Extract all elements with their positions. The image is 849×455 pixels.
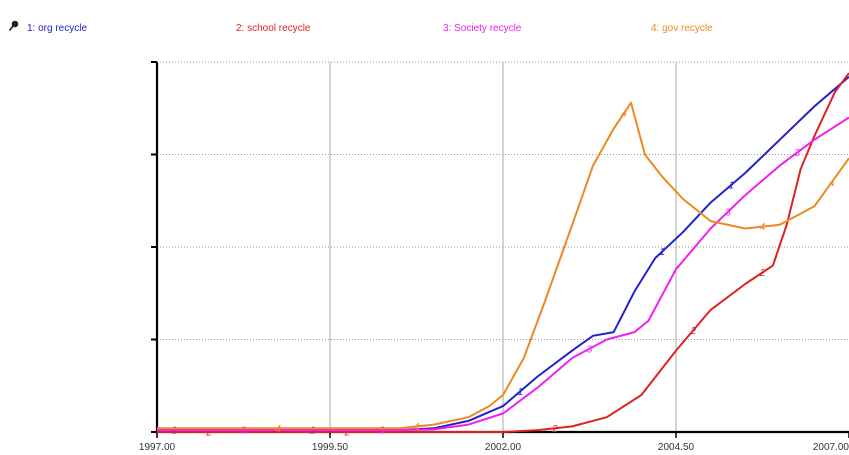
series-marker-label: 4 bbox=[829, 178, 835, 189]
series-marker-label: 4 bbox=[414, 422, 420, 433]
x-tick-label: 1999.50 bbox=[312, 442, 349, 453]
series-marker-label: 4 bbox=[621, 109, 627, 120]
series-line bbox=[157, 101, 849, 430]
legend-entry: 3: Society recycle bbox=[443, 23, 522, 34]
series-marker-label: 2 bbox=[551, 424, 558, 435]
legend-key-icon[interactable] bbox=[8, 20, 19, 31]
series-marker-label: 3 bbox=[379, 426, 385, 437]
series-marker-label: 4 bbox=[760, 222, 766, 233]
legend-entry: 4: gov recycle bbox=[651, 23, 713, 34]
legend-entry: 2: school recycle bbox=[236, 23, 311, 34]
series-marker-label: 2 bbox=[759, 268, 766, 279]
series-marker-label: 4 bbox=[275, 424, 281, 435]
chart-axes bbox=[151, 61, 849, 438]
chart-legend: 1: org recycle 2: school recycle 3: Societ… bbox=[8, 20, 713, 34]
series-marker-label: 3 bbox=[241, 426, 247, 437]
series-marker-label: 1 bbox=[518, 387, 524, 398]
series-marker-label: 2 bbox=[205, 428, 212, 439]
series-marker-label: 1 bbox=[729, 180, 735, 191]
series-marker-label: 3 bbox=[587, 344, 593, 355]
x-tick-label: 1997.00 bbox=[139, 442, 176, 453]
legend-entry: 1: org recycle bbox=[27, 23, 87, 34]
series-line bbox=[157, 116, 849, 432]
series-line bbox=[157, 76, 849, 432]
series-marker-label: 3 bbox=[725, 207, 731, 218]
series-marker-label: 3 bbox=[794, 148, 800, 159]
series-marker-label: 2 bbox=[344, 428, 351, 439]
chart-grid bbox=[157, 61, 849, 433]
x-tick-label: 2007.00 bbox=[813, 442, 849, 453]
series-marker-label: 1 bbox=[659, 247, 665, 258]
x-tick-labels: 1997.00 1999.50 2002.00 2004.50 2007.00 bbox=[139, 442, 849, 453]
series-marker-label: 2 bbox=[690, 326, 697, 337]
x-tick-label: 2004.50 bbox=[658, 442, 695, 453]
x-tick-label: 2002.00 bbox=[485, 442, 522, 453]
series-line bbox=[157, 72, 849, 433]
